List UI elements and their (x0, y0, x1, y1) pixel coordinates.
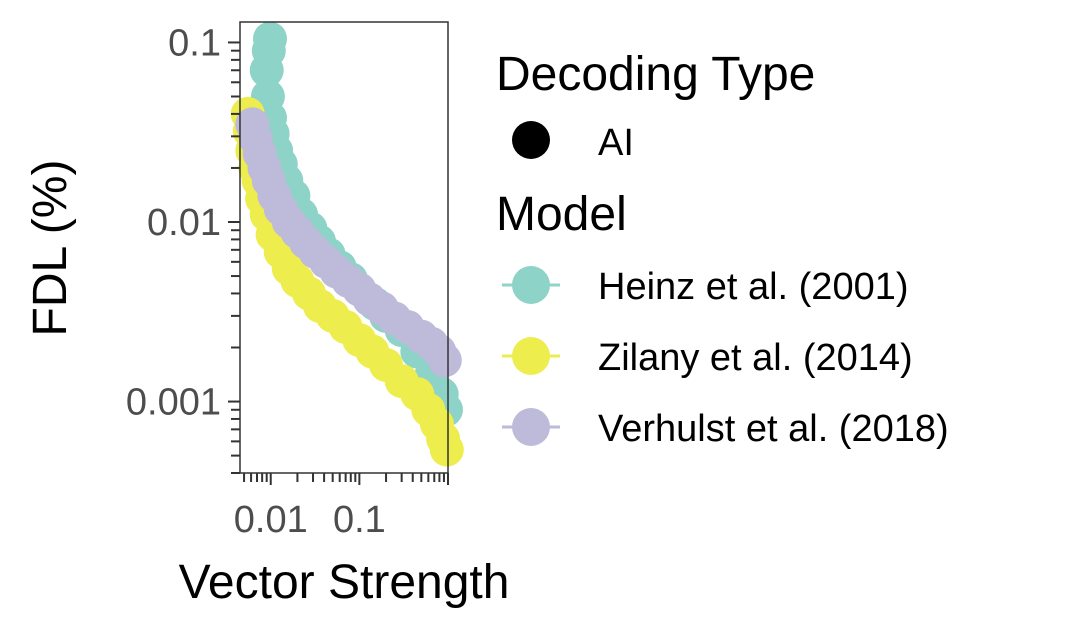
data-point-series-0 (249, 53, 284, 88)
legend-title-model: Model (496, 188, 627, 241)
legend-label-ai: AI (598, 122, 634, 164)
y-axis: 0.001 0.01 0.1 (126, 22, 240, 474)
x-tick-label: 0.01 (234, 499, 308, 541)
legend-title-decoding-type: Decoding Type (496, 48, 815, 101)
plot-points (230, 21, 464, 467)
legend-label-series: Zilany et al. (2014) (598, 337, 913, 379)
x-axis: 0.01 0.1 (234, 473, 449, 541)
y-tick-label: 0.1 (168, 22, 221, 64)
legend-key-dot (512, 266, 550, 304)
legend-label-series: Verhulst et al. (2018) (598, 408, 949, 450)
legend-label-series: Heinz et al. (2001) (598, 266, 909, 308)
x-tick-label: 0.1 (333, 499, 386, 541)
x-axis-title: Vector Strength (179, 556, 510, 609)
legend-key-ai (512, 121, 550, 159)
y-axis-title: FDL (%) (24, 160, 77, 337)
plot-frame (239, 21, 449, 474)
legend-series: Heinz et al. (2001) Zilany et al. (2014) V… (502, 266, 949, 450)
y-tick-label: 0.001 (126, 382, 221, 424)
legend-key-dot (512, 337, 550, 375)
data-point-series-1 (429, 432, 464, 467)
data-point-series-2 (427, 343, 462, 378)
y-tick-label: 0.01 (147, 202, 221, 244)
legend: Decoding Type AI Model Heinz et al. (200… (496, 48, 949, 450)
legend-key-dot (512, 408, 550, 446)
